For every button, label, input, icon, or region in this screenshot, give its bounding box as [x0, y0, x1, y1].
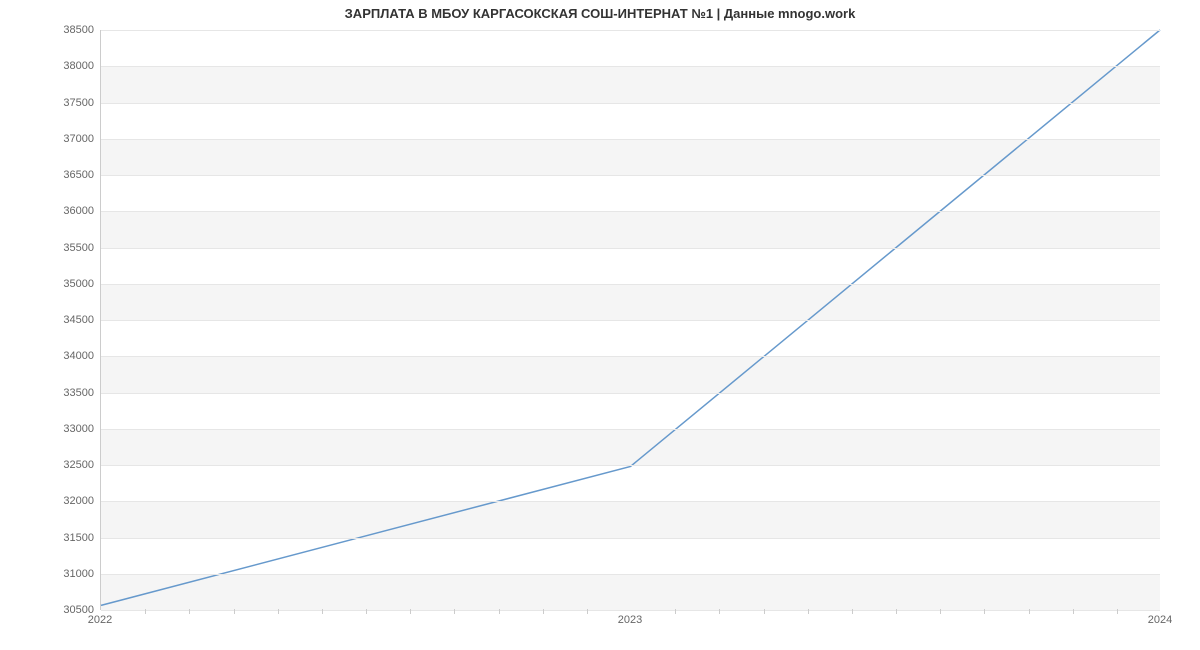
x-tick-label: 2022 — [88, 614, 112, 626]
y-tick-label: 37500 — [14, 97, 94, 109]
x-minor-tick — [852, 609, 853, 614]
y-tick-label: 34000 — [14, 350, 94, 362]
y-tick-label: 34500 — [14, 314, 94, 326]
x-minor-tick — [366, 609, 367, 614]
y-tick-label: 35500 — [14, 242, 94, 254]
grid-line — [101, 501, 1160, 502]
x-minor-tick — [322, 609, 323, 614]
salary-series-line — [101, 30, 1160, 605]
y-tick-label: 33500 — [14, 387, 94, 399]
chart-title: ЗАРПЛАТА В МБОУ КАРГАСОКСКАЯ СОШ-ИНТЕРНА… — [0, 6, 1200, 21]
grid-line — [101, 538, 1160, 539]
grid-line — [101, 284, 1160, 285]
x-tick-label: 2024 — [1148, 614, 1172, 626]
x-minor-tick — [808, 609, 809, 614]
grid-line — [101, 248, 1160, 249]
y-tick-label: 35000 — [14, 278, 94, 290]
x-minor-tick — [543, 609, 544, 614]
salary-line-chart: ЗАРПЛАТА В МБОУ КАРГАСОКСКАЯ СОШ-ИНТЕРНА… — [0, 0, 1200, 650]
grid-line — [101, 429, 1160, 430]
x-minor-tick — [675, 609, 676, 614]
x-minor-tick — [189, 609, 190, 614]
x-tick-label: 2023 — [618, 614, 642, 626]
x-minor-tick — [719, 609, 720, 614]
y-tick-label: 32500 — [14, 459, 94, 471]
x-minor-tick — [764, 609, 765, 614]
y-tick-label: 38000 — [14, 60, 94, 72]
grid-line — [101, 574, 1160, 575]
x-minor-tick — [587, 609, 588, 614]
grid-line — [101, 465, 1160, 466]
x-minor-tick — [499, 609, 500, 614]
grid-line — [101, 103, 1160, 104]
y-tick-label: 37000 — [14, 133, 94, 145]
grid-line — [101, 139, 1160, 140]
x-minor-tick — [1117, 609, 1118, 614]
y-tick-label: 31000 — [14, 568, 94, 580]
grid-line — [101, 320, 1160, 321]
grid-line — [101, 393, 1160, 394]
x-minor-tick — [940, 609, 941, 614]
grid-line — [101, 356, 1160, 357]
x-minor-tick — [896, 609, 897, 614]
x-minor-tick — [1029, 609, 1030, 614]
y-tick-label: 33000 — [14, 423, 94, 435]
x-minor-tick — [278, 609, 279, 614]
y-tick-label: 30500 — [14, 604, 94, 616]
y-tick-label: 36500 — [14, 169, 94, 181]
plot-area — [100, 30, 1160, 610]
grid-line — [101, 66, 1160, 67]
x-minor-tick — [145, 609, 146, 614]
grid-line — [101, 175, 1160, 176]
x-minor-tick — [1073, 609, 1074, 614]
x-minor-tick — [410, 609, 411, 614]
x-minor-tick — [984, 609, 985, 614]
grid-line — [101, 211, 1160, 212]
y-tick-label: 36000 — [14, 205, 94, 217]
grid-line — [101, 610, 1160, 611]
y-tick-label: 32000 — [14, 495, 94, 507]
y-tick-label: 31500 — [14, 532, 94, 544]
x-minor-tick — [454, 609, 455, 614]
x-minor-tick — [234, 609, 235, 614]
grid-line — [101, 30, 1160, 31]
y-tick-label: 38500 — [14, 24, 94, 36]
